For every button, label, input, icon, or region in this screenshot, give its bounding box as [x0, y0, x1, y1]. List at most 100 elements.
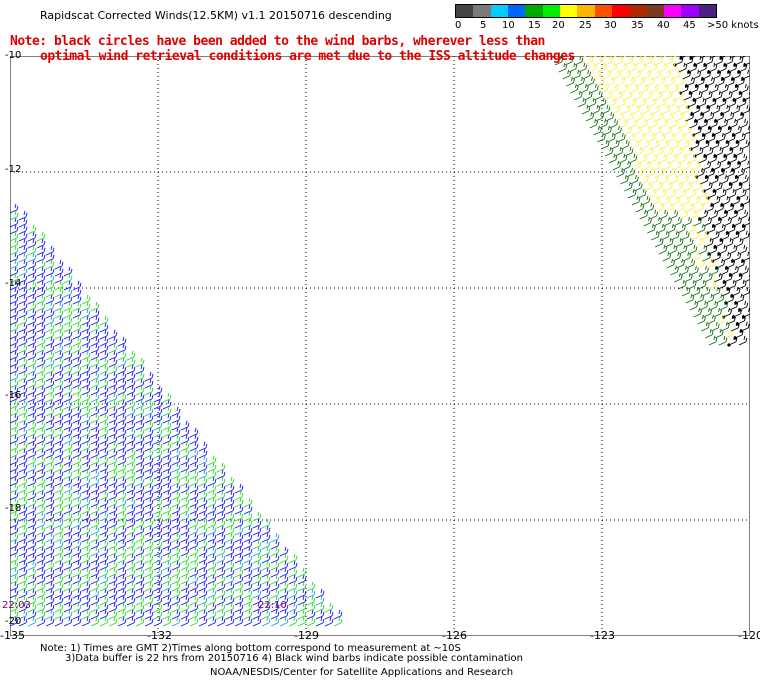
wind-barb [198, 602, 208, 613]
wind-barb [54, 546, 64, 557]
wind-barb [738, 244, 748, 255]
wind-barb [63, 336, 73, 347]
wind-barb [189, 525, 199, 536]
wind-barb [577, 97, 587, 108]
wind-barb [10, 287, 19, 298]
wind-barb [153, 525, 163, 536]
wind-barb [189, 532, 199, 543]
wind-barb [243, 539, 253, 550]
wind-barb [225, 581, 235, 592]
wind-barb [700, 174, 709, 185]
wind-barb [692, 251, 702, 262]
wind-barb [588, 62, 598, 73]
wind-barb [739, 118, 749, 129]
wind-barb [117, 427, 127, 438]
wind-barb [99, 476, 109, 487]
wind-barb [90, 497, 100, 508]
wind-barb [697, 314, 706, 325]
wind-barb [135, 441, 145, 452]
wind-barb [54, 504, 64, 515]
wind-barb [81, 448, 91, 459]
wind-barb [668, 244, 678, 255]
wind-barb [674, 272, 683, 283]
wind-barb [135, 434, 145, 445]
wind-barb [652, 160, 662, 171]
wind-barb [18, 553, 28, 564]
wind-barb [180, 483, 190, 494]
wind-barb [216, 574, 226, 585]
wind-barb [153, 476, 163, 487]
wind-barb [270, 588, 280, 599]
wind-barb [216, 602, 226, 613]
wind-barb [144, 392, 154, 403]
wind-barb [684, 56, 694, 66]
wind-barb [10, 413, 19, 424]
wind-barb [10, 273, 19, 284]
wind-barb [72, 455, 82, 466]
wind-barb [695, 202, 705, 213]
wind-barb [27, 420, 37, 431]
wind-barb [705, 202, 715, 213]
wind-barb [626, 76, 635, 87]
wind-barb [647, 97, 657, 108]
wind-barb [306, 595, 316, 606]
wind-barb [558, 62, 568, 73]
wind-barb [610, 56, 617, 59]
wind-barb [108, 581, 118, 592]
wind-barb [54, 287, 64, 298]
wind-barb [171, 469, 181, 480]
wind-barb [727, 314, 736, 325]
wind-barb [661, 195, 671, 206]
wind-barb [72, 518, 82, 529]
scale-swatch [490, 5, 508, 17]
wind-barb [18, 581, 28, 592]
wind-barb [198, 532, 208, 543]
wind-barb [27, 238, 37, 249]
wind-barb [99, 455, 109, 466]
wind-barb [126, 616, 136, 627]
wind-barb [18, 287, 28, 298]
wind-barb [234, 588, 244, 599]
scale-swatch [646, 5, 664, 17]
scale-swatch [507, 5, 526, 17]
wind-barb [27, 266, 37, 277]
wind-barb [45, 280, 55, 291]
wind-barb [734, 237, 744, 248]
wind-barb [81, 616, 91, 627]
wind-barb [81, 574, 91, 585]
wind-barb [234, 546, 244, 557]
wind-barb [660, 174, 669, 185]
wind-barb [108, 497, 118, 508]
wind-barb [704, 90, 713, 101]
wind-barb [90, 553, 100, 564]
wind-barb [90, 504, 100, 515]
wind-barb [45, 301, 55, 312]
wind-barb [225, 560, 235, 571]
wind-barb [162, 434, 172, 445]
wind-barb [659, 118, 669, 129]
wind-barb [607, 97, 617, 108]
wind-barb [10, 455, 19, 466]
wind-barb [234, 609, 244, 620]
wind-barb [90, 469, 100, 480]
wind-barb [10, 259, 19, 270]
wind-barb [667, 188, 677, 199]
wind-barb [45, 371, 55, 382]
wind-barb [63, 385, 73, 396]
wind-barb [10, 490, 19, 501]
wind-barb [36, 490, 46, 501]
wind-barb [700, 265, 709, 276]
wind-barb [108, 329, 118, 340]
wind-barb [72, 462, 82, 473]
wind-barb [207, 525, 217, 536]
wind-barb [198, 518, 208, 529]
wind-barb [90, 385, 100, 396]
wind-barb [740, 139, 750, 150]
wind-barb [162, 581, 172, 592]
wind-barb [680, 174, 689, 185]
wind-barb [108, 588, 118, 599]
wind-barb [180, 448, 190, 459]
lon-label: -135 [0, 629, 25, 642]
wind-barb [162, 455, 172, 466]
wind-barb [45, 392, 55, 403]
